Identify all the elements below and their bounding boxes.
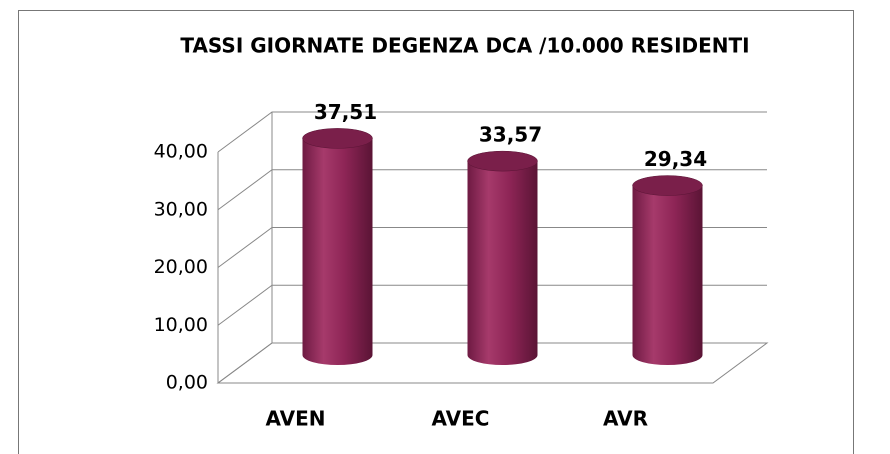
y-tick-label: 30,00 xyxy=(154,198,208,220)
y-tick-label: 0,00 xyxy=(166,372,208,394)
bar-body xyxy=(467,161,538,355)
y-tick-label: 40,00 xyxy=(154,141,208,163)
chart-title: TASSI GIORNATE DEGENZA DCA /10.000 RESID… xyxy=(180,34,749,58)
grid-line xyxy=(217,169,767,211)
chart-frame xyxy=(18,10,854,454)
bar xyxy=(632,175,703,365)
y-tick-label: 20,00 xyxy=(154,256,208,278)
bar-top xyxy=(632,175,703,196)
grid-line xyxy=(217,111,767,153)
bar-top xyxy=(467,150,538,172)
x-tick-label: AVR xyxy=(603,407,648,431)
bar xyxy=(302,128,373,365)
data-label: 29,34 xyxy=(644,147,707,171)
data-label: 33,57 xyxy=(479,123,542,147)
grid-line xyxy=(217,227,767,268)
bar-top xyxy=(302,128,373,149)
data-label: 37,51 xyxy=(314,100,377,124)
grid-line xyxy=(217,284,767,326)
bar-body xyxy=(632,185,703,355)
y-tick-label: 10,00 xyxy=(154,314,208,336)
bar xyxy=(467,150,538,365)
bar-body xyxy=(302,138,373,355)
x-tick-label: AVEC xyxy=(432,407,490,431)
x-tick-label: AVEN xyxy=(266,407,326,431)
grid-line xyxy=(217,342,767,384)
